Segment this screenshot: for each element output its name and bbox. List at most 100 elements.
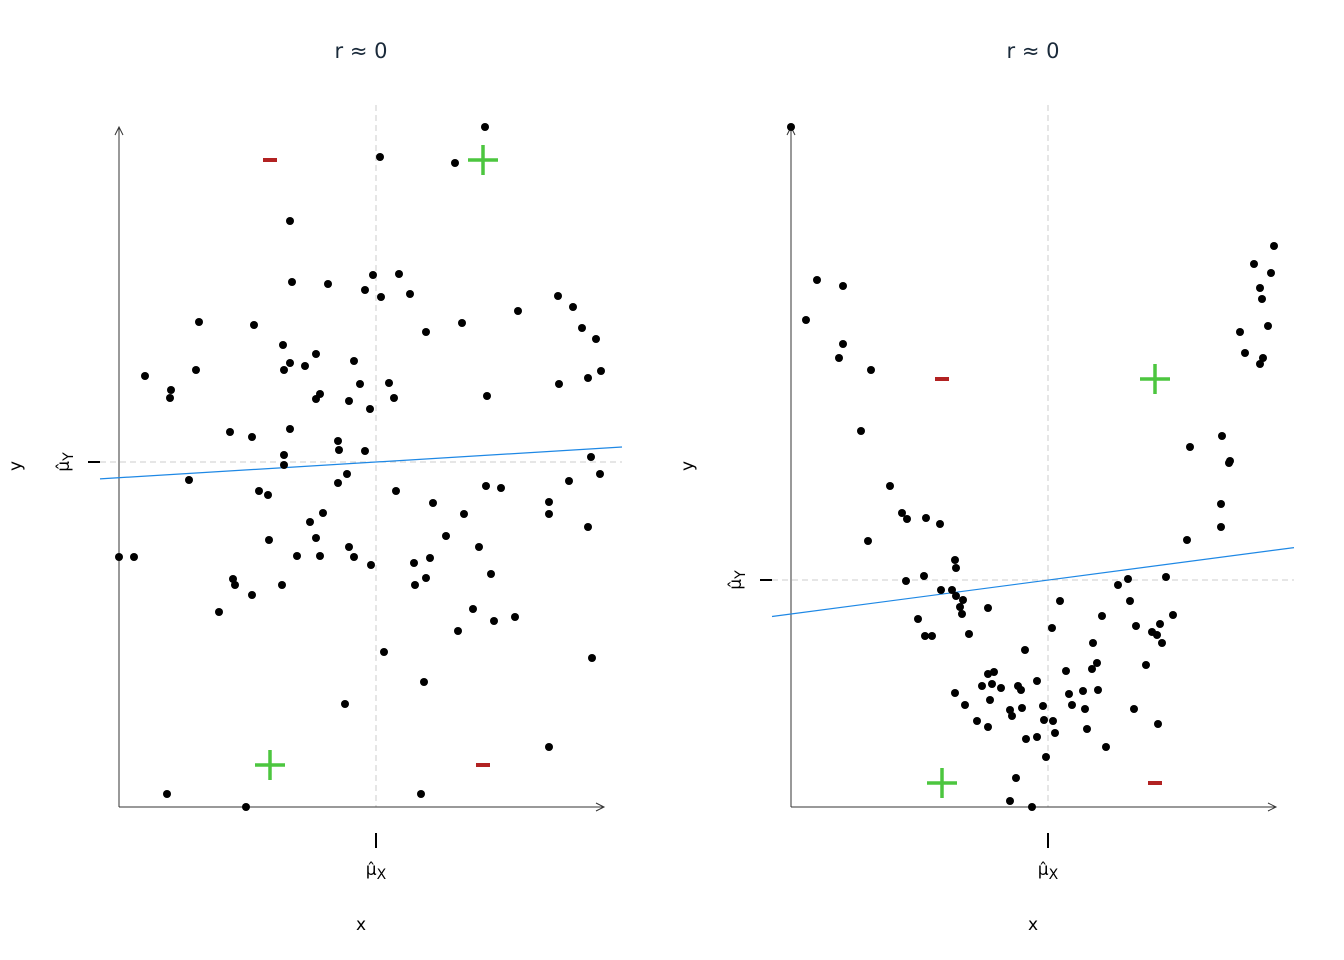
data-point	[1183, 536, 1191, 544]
data-point	[921, 632, 929, 640]
data-point	[584, 523, 592, 531]
data-point	[417, 790, 425, 798]
data-point	[481, 123, 489, 131]
data-point	[1124, 575, 1132, 583]
data-point	[451, 159, 459, 167]
data-point	[469, 605, 477, 613]
data-point	[319, 509, 327, 517]
data-point	[937, 586, 945, 594]
data-point	[361, 447, 369, 455]
data-point	[350, 357, 358, 365]
data-point	[1169, 611, 1177, 619]
x-axis-arrow	[595, 802, 606, 812]
data-point	[554, 292, 562, 300]
data-point	[1130, 705, 1138, 713]
data-point	[588, 654, 596, 662]
data-point	[978, 682, 986, 690]
data-point	[460, 510, 468, 518]
data-point	[1256, 360, 1264, 368]
data-point	[1217, 500, 1225, 508]
data-point	[1158, 639, 1166, 647]
data-point	[490, 617, 498, 625]
data-point	[483, 392, 491, 400]
data-point	[839, 282, 847, 290]
data-point	[487, 570, 495, 578]
data-point	[1132, 622, 1140, 630]
data-point	[376, 153, 384, 161]
data-point	[350, 553, 358, 561]
data-point	[458, 319, 466, 327]
data-point	[1017, 686, 1025, 694]
data-point	[1033, 733, 1041, 741]
x-axis-arrow	[1267, 802, 1278, 812]
data-point	[286, 359, 294, 367]
y-axis-label: y	[6, 461, 26, 471]
data-point	[192, 366, 200, 374]
data-point	[280, 366, 288, 374]
data-point	[902, 577, 910, 585]
data-point	[497, 484, 505, 492]
y-axis-label: y	[678, 461, 698, 471]
data-point	[380, 648, 388, 656]
data-point	[1008, 712, 1016, 720]
data-point	[1258, 295, 1266, 303]
data-point	[997, 684, 1005, 692]
data-point	[1088, 665, 1096, 673]
data-point	[1018, 704, 1026, 712]
data-point	[345, 397, 353, 405]
data-point	[345, 543, 353, 551]
data-point	[584, 374, 592, 382]
data-point	[1040, 716, 1048, 724]
data-point	[511, 613, 519, 621]
data-point	[948, 586, 956, 594]
data-point	[1039, 702, 1047, 710]
mean-y-symbol: μ̂	[54, 461, 74, 472]
data-point	[973, 717, 981, 725]
data-point	[312, 534, 320, 542]
data-point	[166, 394, 174, 402]
data-point	[952, 564, 960, 572]
data-point	[1068, 701, 1076, 709]
y-axis-arrow	[114, 125, 124, 136]
data-point	[343, 470, 351, 478]
data-point	[1250, 260, 1258, 268]
data-point	[280, 461, 288, 469]
data-point	[356, 380, 364, 388]
data-point	[442, 532, 450, 540]
data-point	[195, 318, 203, 326]
data-point	[426, 554, 434, 562]
data-point	[898, 509, 906, 517]
data-point	[1153, 631, 1161, 639]
data-point	[301, 362, 309, 370]
data-point	[936, 520, 944, 528]
data-point	[1033, 677, 1041, 685]
data-point	[597, 367, 605, 375]
mean-y-label: μ̂Y	[726, 570, 749, 590]
data-point	[569, 303, 577, 311]
data-point	[163, 790, 171, 798]
data-point	[545, 743, 553, 751]
data-point	[951, 556, 959, 564]
data-point	[1218, 432, 1226, 440]
data-point	[1102, 743, 1110, 751]
data-point	[1051, 729, 1059, 737]
x-axis-label: x	[1028, 915, 1038, 935]
data-point	[334, 437, 342, 445]
data-point	[1065, 690, 1073, 698]
data-point	[250, 321, 258, 329]
data-point	[787, 123, 795, 131]
data-point	[1083, 725, 1091, 733]
data-point	[1259, 354, 1267, 362]
data-point	[377, 293, 385, 301]
data-point	[1267, 269, 1275, 277]
data-point	[984, 723, 992, 731]
data-point	[454, 627, 462, 635]
data-point	[545, 510, 553, 518]
data-point	[312, 350, 320, 358]
mean-x-label: μ̂X	[366, 860, 387, 883]
data-point	[369, 271, 377, 279]
data-point	[956, 603, 964, 611]
data-point	[1241, 349, 1249, 357]
chart-title: r ≈ 0	[1007, 39, 1060, 63]
data-point	[1042, 753, 1050, 761]
